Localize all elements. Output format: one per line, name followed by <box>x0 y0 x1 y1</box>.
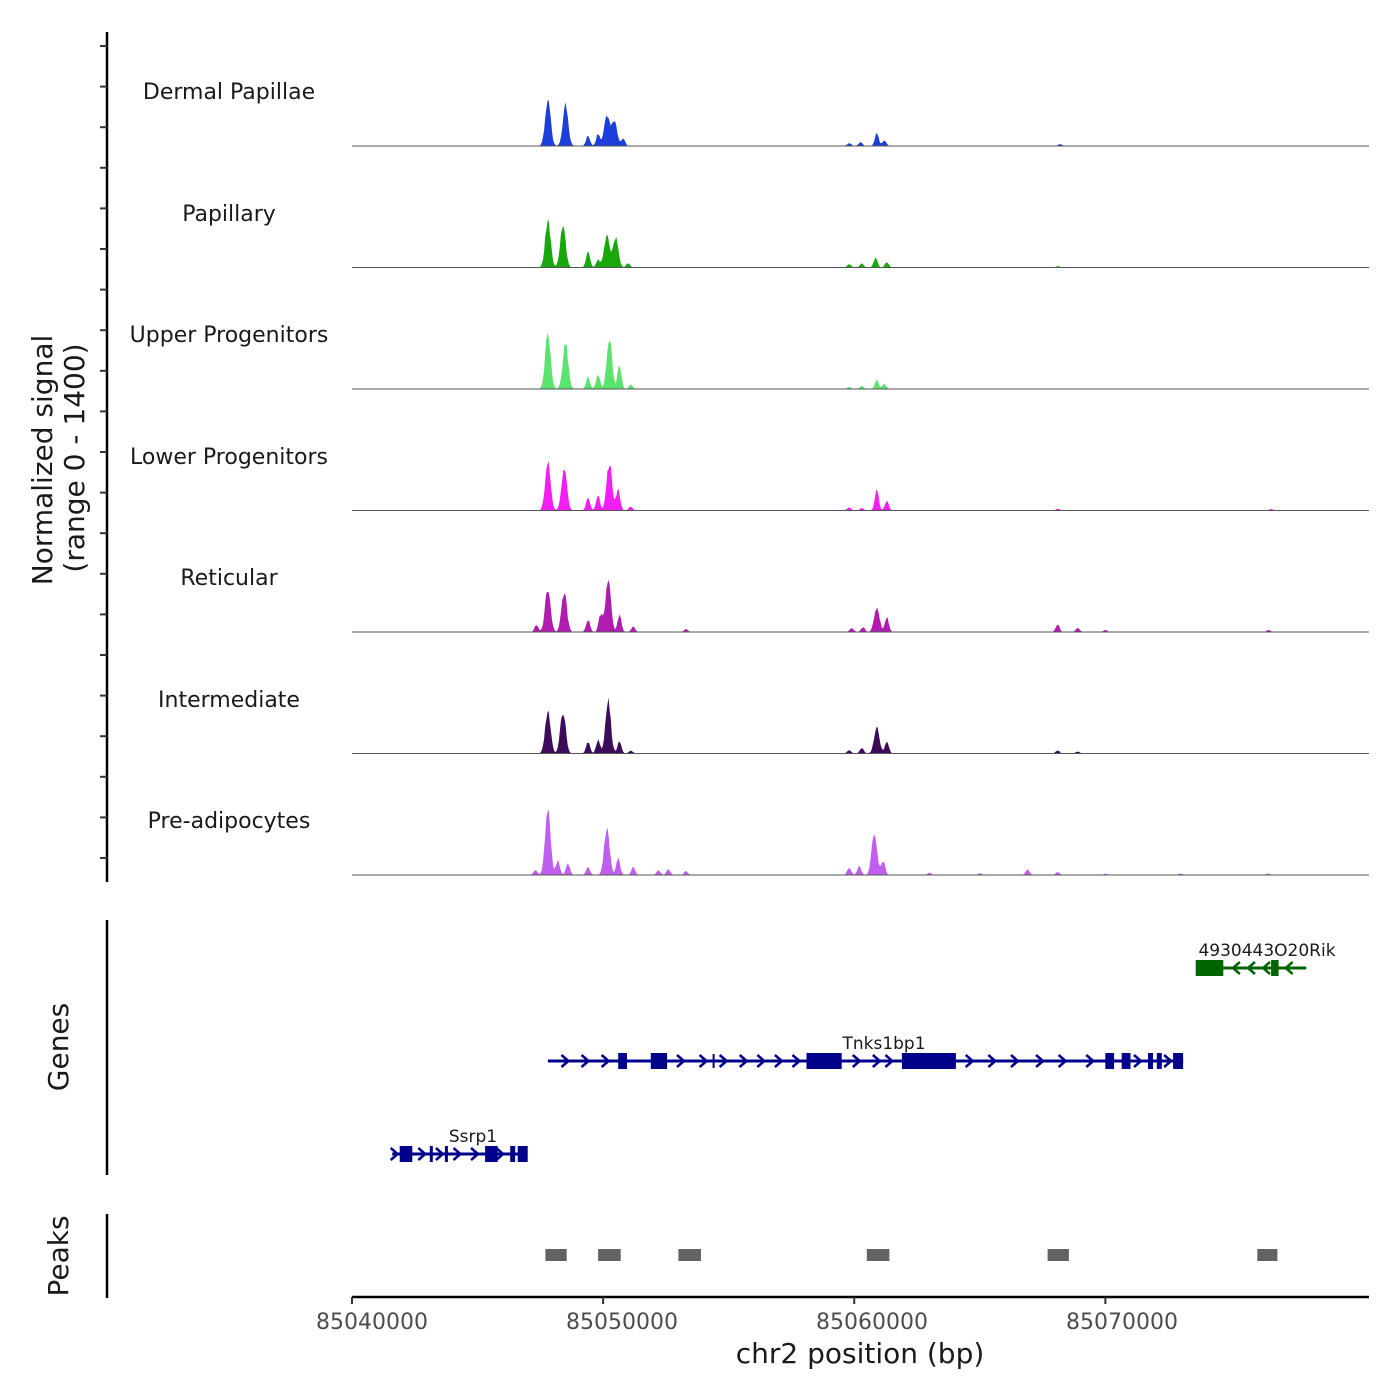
signal-y-axis-ticks <box>100 45 107 859</box>
strand-arrow-tnks1bp1 <box>1163 1054 1174 1068</box>
peak-region <box>545 1249 567 1261</box>
exon-ssrp1 <box>399 1146 413 1162</box>
peak-region <box>866 1249 890 1261</box>
strand-arrow-tnks1bp1 <box>1010 1054 1020 1068</box>
strand-arrow-ssrp1 <box>452 1147 463 1161</box>
strand-arrow-tnks1bp1 <box>1057 1054 1068 1068</box>
track-label-papillary: Papillary <box>182 202 276 227</box>
signal-area-intermediate <box>352 697 1369 754</box>
strand-arrow-ssrp1 <box>417 1147 428 1161</box>
strand-arrow-4930443o20rik <box>1246 961 1256 975</box>
strand-arrow-tnks1bp1 <box>851 1054 862 1068</box>
strand-arrow-ssrp1 <box>435 1147 445 1161</box>
exon-tnks1bp1 <box>1105 1053 1115 1069</box>
strand-arrow-tnks1bp1 <box>774 1054 784 1068</box>
track-label-upper-progenitors: Upper Progenitors <box>130 323 329 348</box>
exon-tnks1bp1 <box>901 1053 956 1069</box>
x-tick-label-2: 85060000 <box>816 1310 928 1335</box>
exon-tnks1bp1 <box>1121 1053 1131 1069</box>
exon-tnks1bp1 <box>1156 1053 1162 1069</box>
exon-tnks1bp1 <box>1148 1053 1153 1069</box>
exon-ssrp1 <box>517 1146 528 1162</box>
gene-label-4930443o20rik: 4930443O20Rik <box>1198 941 1335 961</box>
exon-ssrp1 <box>510 1146 516 1162</box>
track-label-dermal-papillae: Dermal Papillae <box>143 80 315 105</box>
gene-label-ssrp1: Ssrp1 <box>449 1127 497 1147</box>
strand-arrow-tnks1bp1 <box>791 1054 802 1068</box>
peaks-section-label: Peaks <box>42 1215 75 1296</box>
signal-area-dermal-papillae <box>352 99 1369 146</box>
x-tick-label-0: 85040000 <box>316 1310 428 1335</box>
exon-tnks1bp1 <box>618 1053 627 1069</box>
x-axis-title: chr2 position (bp) <box>736 1337 985 1370</box>
track-label-pre-adipocytes: Pre-adipocytes <box>148 809 311 834</box>
signal-area-upper-progenitors <box>352 333 1369 389</box>
strand-arrow-ssrp1 <box>389 1147 400 1161</box>
x-tick-label-1: 85050000 <box>566 1310 678 1335</box>
peak-region <box>598 1249 621 1261</box>
track-label-lower-progenitors: Lower Progenitors <box>130 445 328 470</box>
exon-4930443o20rik <box>1271 960 1279 976</box>
signal-area-pre-adipocytes <box>352 809 1369 875</box>
strand-arrow-tnks1bp1 <box>676 1054 686 1068</box>
strand-arrow-4930443o20rik <box>1283 961 1294 975</box>
strand-arrow-tnks1bp1 <box>1035 1054 1045 1068</box>
signal-area-reticular <box>352 579 1369 632</box>
strand-arrow-tnks1bp1 <box>580 1054 591 1068</box>
exon-tnks1bp1 <box>806 1053 842 1069</box>
strand-arrow-tnks1bp1 <box>964 1054 975 1068</box>
strand-arrow-ssrp1 <box>470 1147 480 1161</box>
track-label-intermediate: Intermediate <box>158 688 300 713</box>
signal-area-papillary <box>352 219 1369 268</box>
strand-arrow-4930443o20rik <box>1230 961 1241 975</box>
strand-arrow-tnks1bp1 <box>1133 1054 1143 1068</box>
x-axis-ticks <box>351 1297 1107 1304</box>
strand-arrow-ssrp1 <box>495 1147 506 1161</box>
peak-region <box>1047 1249 1069 1261</box>
peak-region <box>678 1249 701 1261</box>
strand-arrow-tnks1bp1 <box>872 1054 882 1068</box>
strand-arrow-tnks1bp1 <box>600 1054 611 1068</box>
exon-ssrp1 <box>429 1146 433 1162</box>
exon-tnks1bp1 <box>650 1053 668 1069</box>
strand-arrow-4930443o20rik <box>1261 961 1271 975</box>
track-label-reticular: Reticular <box>180 566 278 591</box>
peak-region <box>1257 1249 1278 1261</box>
exon-ssrp1 <box>485 1146 498 1162</box>
strand-arrow-tnks1bp1 <box>698 1054 709 1068</box>
strand-arrow-tnks1bp1 <box>884 1054 895 1068</box>
y-axis-title-line1: Normalized signal <box>26 335 59 586</box>
strand-arrow-tnks1bp1 <box>560 1054 571 1068</box>
gene-annotations <box>389 960 1307 1162</box>
strand-arrow-tnks1bp1 <box>738 1054 749 1068</box>
peak-regions <box>545 1249 1278 1261</box>
exon-tnks1bp1 <box>1173 1053 1184 1069</box>
strand-arrow-tnks1bp1 <box>718 1054 729 1068</box>
gene-label-tnks1bp1: Tnks1bp1 <box>841 1034 925 1054</box>
exon-ssrp1 <box>444 1146 448 1162</box>
exon-4930443o20rik <box>1195 960 1224 976</box>
x-tick-label-3: 85070000 <box>1066 1310 1178 1335</box>
y-axis-title-line2: (range 0 - 1400) <box>58 343 91 572</box>
strand-arrow-tnks1bp1 <box>1085 1054 1096 1068</box>
strand-arrow-tnks1bp1 <box>756 1054 767 1068</box>
signal-tracks <box>352 99 1369 876</box>
strand-arrow-tnks1bp1 <box>987 1054 998 1068</box>
signal-area-lower-progenitors <box>352 460 1369 511</box>
genes-section-label: Genes <box>42 1003 75 1091</box>
